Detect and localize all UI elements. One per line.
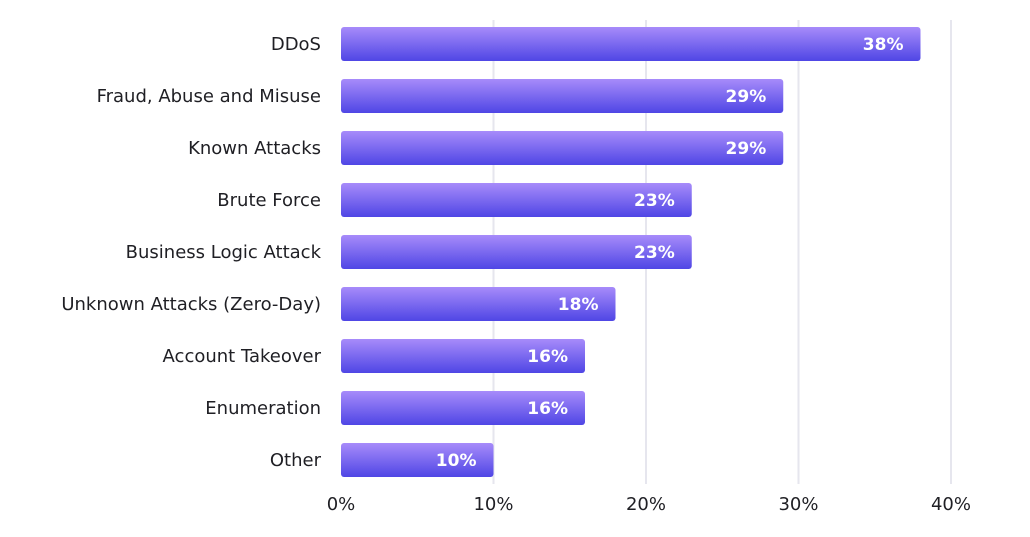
value-label: 29% xyxy=(726,139,767,159)
bar xyxy=(341,183,692,217)
x-tick-label: 0% xyxy=(327,494,356,515)
value-label: 10% xyxy=(436,451,477,471)
value-label: 23% xyxy=(634,191,675,211)
bar xyxy=(341,391,585,425)
category-label: Brute Force xyxy=(217,190,321,211)
x-axis-ticks: 0% 10% 20% 30% 40% xyxy=(327,494,971,515)
bars: 38% 29% 29% 23% 23% 18% 16% 16% 10% xyxy=(341,27,921,477)
x-tick-label: 40% xyxy=(931,494,971,515)
category-label: Known Attacks xyxy=(188,138,321,159)
value-label: 18% xyxy=(558,295,599,315)
value-label: 29% xyxy=(726,87,767,107)
bar xyxy=(341,131,784,165)
bar xyxy=(341,79,784,113)
category-label: Unknown Attacks (Zero-Day) xyxy=(61,294,321,315)
value-label: 38% xyxy=(863,35,904,55)
value-label: 16% xyxy=(527,399,568,419)
category-label: DDoS xyxy=(271,34,321,55)
bar xyxy=(341,339,585,373)
category-label: Other xyxy=(270,450,322,471)
bar xyxy=(341,235,692,269)
value-label: 16% xyxy=(527,347,568,367)
category-label: Enumeration xyxy=(205,398,321,419)
category-label: Business Logic Attack xyxy=(126,242,322,263)
value-label: 23% xyxy=(634,243,675,263)
x-tick-label: 30% xyxy=(778,494,818,515)
x-tick-label: 20% xyxy=(626,494,666,515)
bar xyxy=(341,443,494,477)
bar xyxy=(341,287,616,321)
category-label: Fraud, Abuse and Misuse xyxy=(97,86,321,107)
category-labels: DDoS Fraud, Abuse and Misuse Known Attacks… xyxy=(61,34,321,471)
bar xyxy=(341,27,921,61)
category-label: Account Takeover xyxy=(163,346,322,367)
x-tick-label: 10% xyxy=(473,494,513,515)
